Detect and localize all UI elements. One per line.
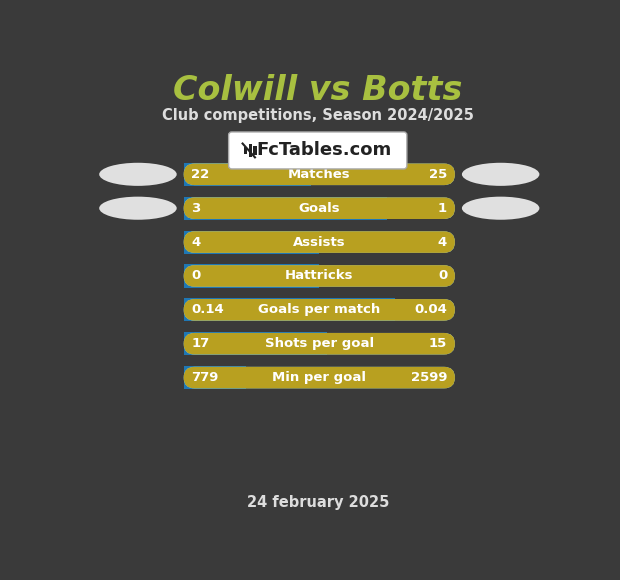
Text: 0: 0 — [438, 270, 447, 282]
Text: Assists: Assists — [293, 235, 345, 249]
Bar — [184, 298, 396, 321]
FancyBboxPatch shape — [184, 164, 455, 185]
FancyBboxPatch shape — [184, 333, 455, 354]
FancyBboxPatch shape — [184, 231, 455, 253]
Text: Goals per match: Goals per match — [258, 303, 381, 316]
FancyBboxPatch shape — [184, 367, 455, 389]
Text: Colwill vs Botts: Colwill vs Botts — [173, 74, 463, 107]
Ellipse shape — [99, 163, 177, 186]
FancyBboxPatch shape — [184, 299, 455, 321]
Text: 4: 4 — [438, 235, 447, 249]
Ellipse shape — [99, 197, 177, 220]
FancyBboxPatch shape — [184, 164, 455, 185]
Text: Min per goal: Min per goal — [272, 371, 366, 384]
Ellipse shape — [462, 163, 539, 186]
Ellipse shape — [462, 197, 539, 220]
Bar — [254, 146, 257, 155]
Text: 1: 1 — [438, 202, 447, 215]
Bar — [184, 197, 387, 220]
FancyBboxPatch shape — [184, 197, 455, 219]
FancyBboxPatch shape — [184, 265, 455, 287]
Text: 15: 15 — [429, 337, 447, 350]
Bar — [249, 144, 252, 157]
Bar — [184, 366, 246, 389]
FancyBboxPatch shape — [184, 265, 455, 287]
Text: Hattricks: Hattricks — [285, 270, 353, 282]
Text: 4: 4 — [192, 235, 201, 249]
FancyBboxPatch shape — [229, 132, 407, 169]
Bar — [184, 264, 319, 288]
Text: 22: 22 — [192, 168, 210, 181]
Text: Goals: Goals — [298, 202, 340, 215]
Text: 24 february 2025: 24 february 2025 — [247, 495, 389, 510]
Text: FcTables.com: FcTables.com — [256, 142, 392, 160]
FancyBboxPatch shape — [184, 367, 455, 389]
Text: 779: 779 — [192, 371, 219, 384]
Bar — [184, 332, 327, 356]
Bar — [184, 230, 319, 253]
Text: 0: 0 — [192, 270, 201, 282]
Text: 0.04: 0.04 — [414, 303, 447, 316]
Text: 25: 25 — [429, 168, 447, 181]
Text: 17: 17 — [192, 337, 210, 350]
FancyBboxPatch shape — [184, 197, 455, 219]
Text: 0.14: 0.14 — [192, 303, 224, 316]
FancyBboxPatch shape — [184, 231, 455, 253]
Text: Club competitions, Season 2024/2025: Club competitions, Season 2024/2025 — [162, 107, 474, 122]
FancyBboxPatch shape — [184, 299, 455, 321]
FancyBboxPatch shape — [184, 333, 455, 354]
Text: 2599: 2599 — [410, 371, 447, 384]
Text: 3: 3 — [192, 202, 201, 215]
Bar — [244, 147, 247, 154]
Text: Shots per goal: Shots per goal — [265, 337, 374, 350]
Bar — [184, 163, 311, 186]
Text: Matches: Matches — [288, 168, 351, 181]
